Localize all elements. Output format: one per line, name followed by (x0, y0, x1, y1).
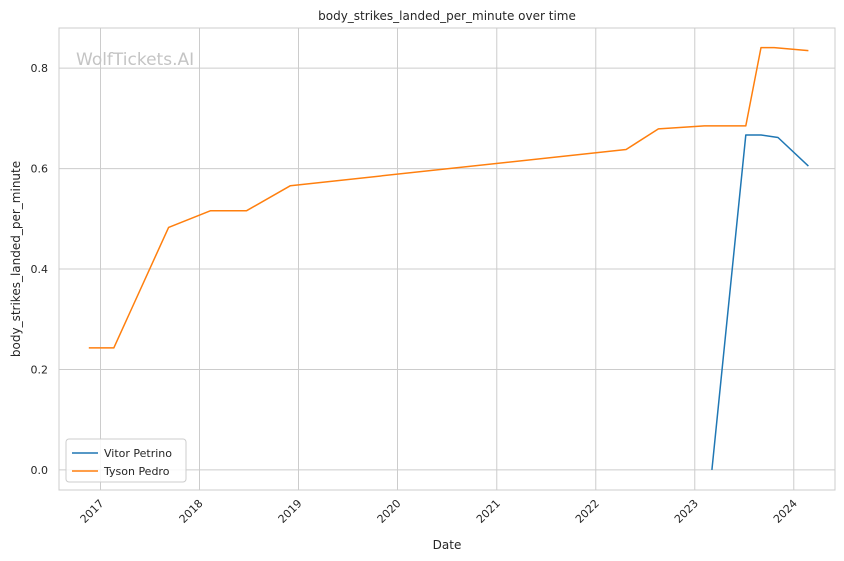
series-line-vitor-petrino (711, 134, 809, 470)
y-axis-label: body_strikes_landed_per_minute (9, 161, 23, 357)
y-tick-label: 0.8 (31, 62, 49, 75)
y-tick-label: 0.4 (31, 263, 49, 276)
watermark: WolfTickets.AI (76, 50, 194, 70)
chart-title: body_strikes_landed_per_minute over time (318, 9, 576, 23)
y-axis: 0.0 0.2 0.4 0.6 0.8 (31, 62, 49, 477)
y-tick-label: 0.2 (31, 363, 49, 376)
legend-label-vitor-petrino: Vitor Petrino (104, 447, 172, 460)
series-line-tyson-pedro (88, 46, 809, 349)
legend: Vitor Petrino Tyson Pedro (65, 438, 187, 483)
grid (59, 28, 835, 490)
y-tick-label: 0.0 (31, 464, 49, 477)
legend-label-tyson-pedro: Tyson Pedro (103, 465, 170, 478)
x-axis-label: Date (433, 538, 462, 552)
plot-frame (58, 27, 836, 491)
y-tick-label: 0.6 (31, 163, 49, 176)
series-lines (88, 46, 809, 470)
